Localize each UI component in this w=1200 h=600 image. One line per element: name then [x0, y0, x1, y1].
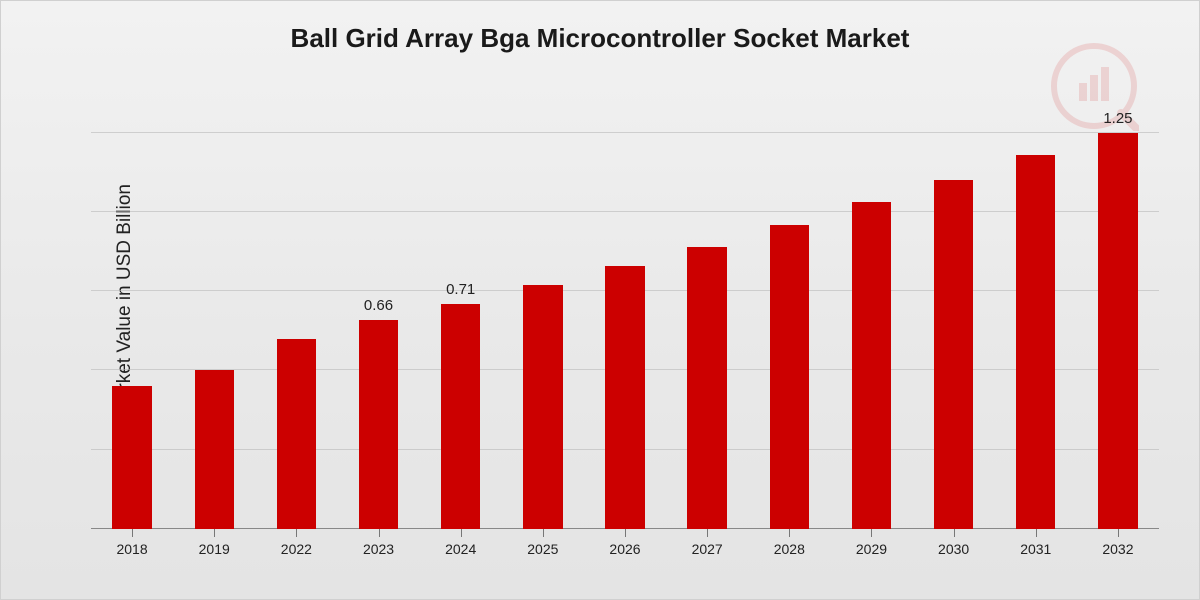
- x-tick: [461, 529, 462, 537]
- bar: 0.71: [441, 304, 480, 529]
- x-tick-label: 2025: [527, 541, 558, 557]
- bar-value-label: 0.71: [441, 281, 480, 298]
- x-axis: 2018 2019 2022 2023 2024 2025 2026 2027 2028 2029…: [91, 529, 1159, 599]
- chart-title: Ball Grid Array Bga Microcontroller Sock…: [1, 23, 1199, 54]
- x-tick: [954, 529, 955, 537]
- x-tick: [1118, 529, 1119, 537]
- bar-value-label: 0.66: [359, 297, 398, 314]
- x-tick-label: 2019: [199, 541, 230, 557]
- bar: 1.25: [1098, 133, 1137, 529]
- grid-line: [91, 132, 1159, 133]
- bar: [605, 266, 644, 529]
- x-tick: [625, 529, 626, 537]
- x-tick: [296, 529, 297, 537]
- x-tick: [871, 529, 872, 537]
- bar: [277, 339, 316, 529]
- x-tick-label: 2027: [692, 541, 723, 557]
- bar: [687, 247, 726, 529]
- x-tick-label: 2018: [116, 541, 147, 557]
- x-tick-label: 2026: [609, 541, 640, 557]
- x-tick: [789, 529, 790, 537]
- bar: [934, 180, 973, 529]
- bar: [523, 285, 562, 529]
- plot-area: 0.66 0.71 1.25: [91, 101, 1159, 529]
- chart-container: Ball Grid Array Bga Microcontroller Sock…: [0, 0, 1200, 600]
- x-tick-label: 2022: [281, 541, 312, 557]
- bar: [1016, 155, 1055, 529]
- x-tick: [707, 529, 708, 537]
- x-tick: [132, 529, 133, 537]
- x-tick-label: 2028: [774, 541, 805, 557]
- bar: [195, 370, 234, 529]
- x-tick-label: 2024: [445, 541, 476, 557]
- bar: [770, 225, 809, 529]
- x-tick: [1036, 529, 1037, 537]
- bar-value-label: 1.25: [1098, 110, 1137, 127]
- x-tick: [543, 529, 544, 537]
- x-tick: [379, 529, 380, 537]
- bar: [852, 202, 891, 529]
- x-tick: [214, 529, 215, 537]
- x-tick-label: 2031: [1020, 541, 1051, 557]
- x-tick-label: 2023: [363, 541, 394, 557]
- x-tick-label: 2032: [1102, 541, 1133, 557]
- x-tick-label: 2029: [856, 541, 887, 557]
- bar: [112, 386, 151, 529]
- grid-line: [91, 211, 1159, 212]
- bar: 0.66: [359, 320, 398, 529]
- x-tick-label: 2030: [938, 541, 969, 557]
